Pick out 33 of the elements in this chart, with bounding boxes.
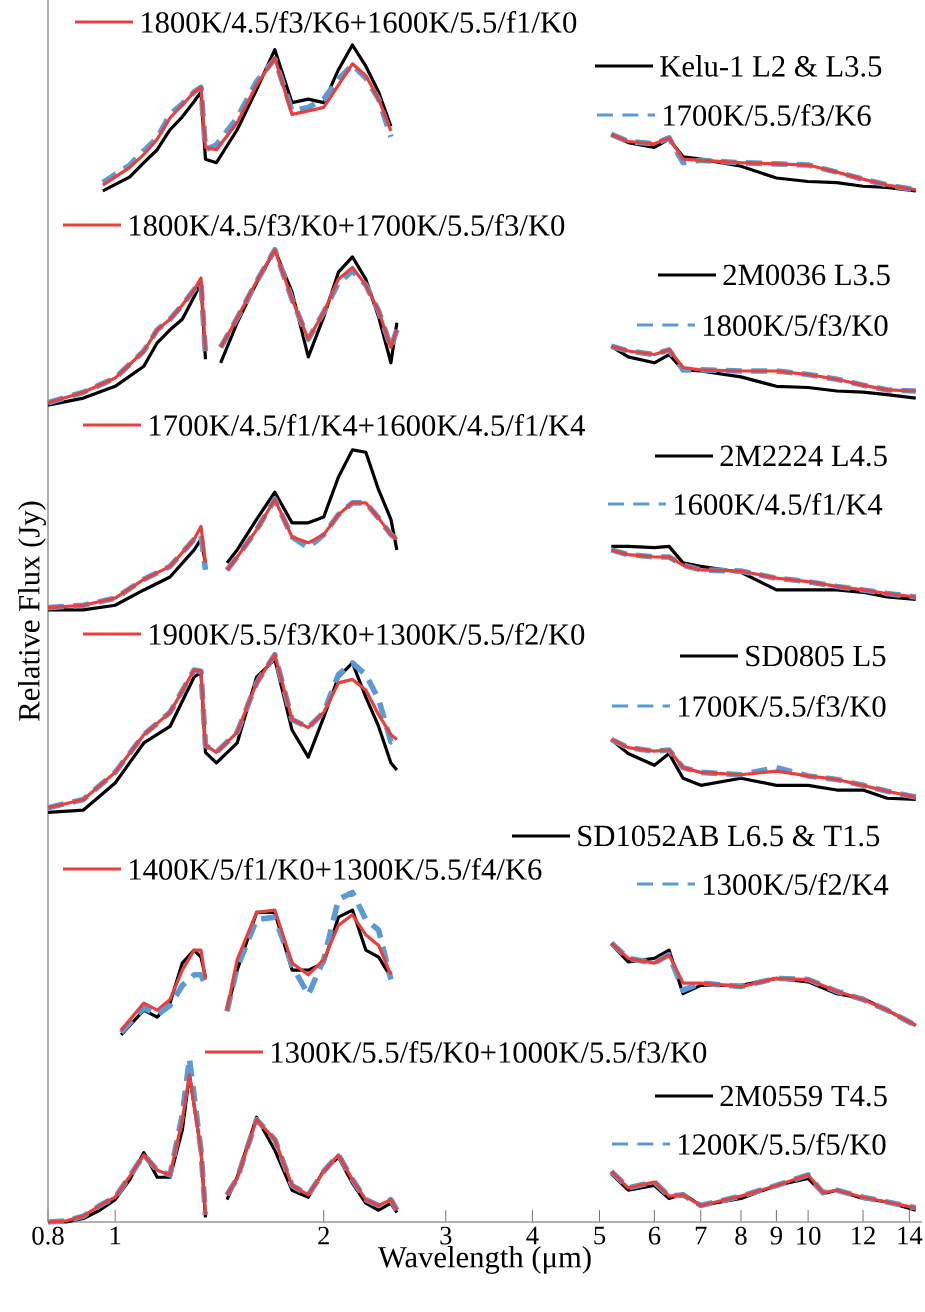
legend-label: 1700K/5.5/f3/K0 [678, 694, 886, 718]
legend-label: 1700K/4.5/f1/K4+1600K/4.5/f1/K4 [149, 413, 585, 437]
legend-label: 1800K/4.5/f3/K0+1700K/5.5/f3/K0 [129, 213, 565, 236]
legend-label: Kelu-1 L2 & L3.5 [660, 55, 882, 77]
legend-label: 1300K/5/f2/K4 [703, 873, 889, 895]
x-tick-label: 10 [797, 1226, 821, 1245]
x-tick-label: 4 [526, 1226, 539, 1245]
legend-label: 2M0559 T4.5 [720, 1085, 887, 1107]
legend-label: 1800K/4.5/f3/K6+1600K/5.5/f1/K0 [141, 10, 577, 33]
x-tick-label: 6 [648, 1226, 661, 1245]
legend-label: SD0805 L5 [746, 645, 886, 667]
x-tick-label: 1 [110, 1226, 121, 1245]
x-tick-label: 5 [594, 1226, 606, 1245]
legend-label: 1300K/5.5/f5/K0+1000K/5.5/f3/K0 [271, 1040, 707, 1064]
x-tick-label: 9 [770, 1226, 782, 1245]
legend-label: 1700K/5.5/f3/K6 [663, 103, 871, 126]
x-tick-label: 14 [898, 1226, 923, 1245]
x-tick-label: 2 [318, 1226, 329, 1245]
x-tick-label: 12 [852, 1226, 875, 1245]
legend-label: SD1052AB L6.5 & T1.5 [578, 825, 880, 847]
legend-label: 2M2224 L4.5 [720, 445, 887, 467]
y-axis-title: Relative Flux (Jy) [18, 501, 46, 721]
x-tick-label: 7 [695, 1226, 707, 1245]
x-tick-label: 8 [735, 1226, 747, 1245]
legend-label: 2M0036 L3.5 [723, 264, 890, 286]
legend-label: 1200K/5.5/f5/K0 [678, 1132, 886, 1156]
legend-label: 1800K/5/f3/K0 [703, 314, 888, 336]
x-tick-label: 3 [440, 1226, 452, 1245]
legend-label: 1400K/5/f1/K0+1300K/5.5/f4/K6 [129, 857, 542, 881]
legend-label: 1900K/5.5/f3/K0+1300K/5.5/f2/K0 [149, 622, 585, 646]
legend-label: 1600K/4.5/f1/K4 [674, 492, 883, 516]
x-tick-label: 0.8 [32, 1226, 64, 1245]
x-axis-title: Wavelength (μm) [377, 1245, 591, 1274]
